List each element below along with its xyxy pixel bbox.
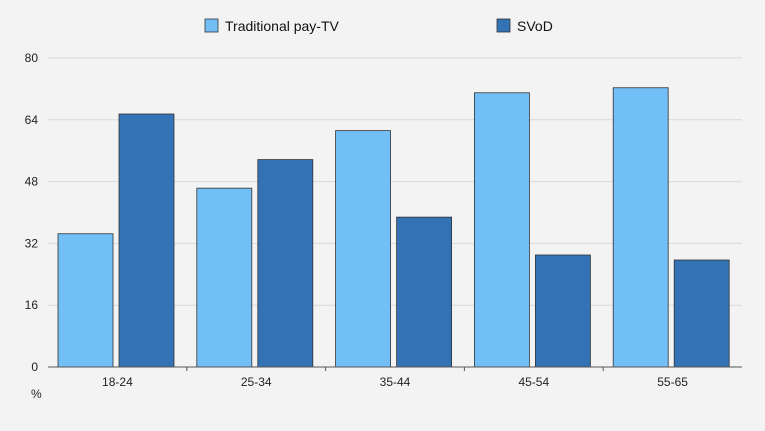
y-tick-label: 0 bbox=[31, 360, 38, 374]
x-tick-label: 18-24 bbox=[102, 375, 133, 389]
bar-traditional-pay-tv bbox=[196, 187, 253, 368]
x-tick-label: 25-34 bbox=[241, 375, 272, 389]
y-tick-label: 16 bbox=[25, 298, 39, 312]
bars-layer bbox=[57, 87, 730, 368]
bar-svod bbox=[396, 216, 453, 368]
bar-traditional-pay-tv bbox=[473, 92, 530, 368]
bar-traditional-pay-tv bbox=[335, 130, 392, 368]
legend: Traditional pay-TV SVoD bbox=[204, 18, 553, 34]
legend-label: Traditional pay-TV bbox=[225, 18, 340, 34]
y-tick-label: 80 bbox=[25, 51, 39, 65]
axis-layer: % 0 16 32 48 64 80 18-24 25-34 35-44 45-54 55-65 bbox=[25, 51, 742, 401]
bar-traditional-pay-tv bbox=[612, 87, 669, 368]
y-axis-unit-label: % bbox=[31, 387, 42, 401]
bar-svod bbox=[673, 259, 730, 368]
bar-svod bbox=[118, 113, 175, 368]
bar-traditional-pay-tv bbox=[57, 233, 114, 368]
y-tick-label: 32 bbox=[25, 236, 39, 250]
legend-label: SVoD bbox=[517, 18, 553, 34]
bar-svod bbox=[257, 159, 314, 368]
y-tick-label: 48 bbox=[25, 175, 39, 189]
x-tick-label: 55-65 bbox=[657, 375, 688, 389]
bar-svod bbox=[535, 254, 591, 368]
x-tick-label: 45-54 bbox=[518, 375, 549, 389]
legend-swatch bbox=[496, 18, 511, 33]
x-tick-label: 35-44 bbox=[380, 375, 411, 389]
y-tick-label: 64 bbox=[25, 113, 39, 127]
legend-swatch bbox=[204, 18, 219, 33]
